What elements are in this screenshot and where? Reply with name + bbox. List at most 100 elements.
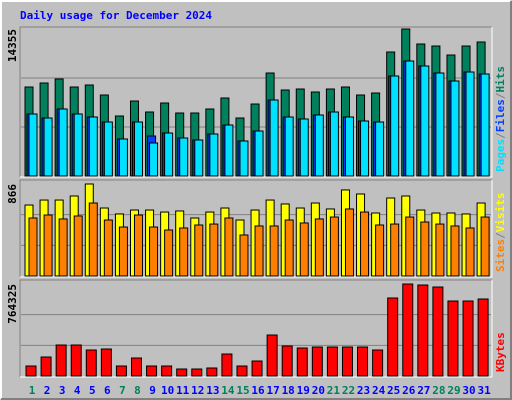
legend-entry: Hits [494, 66, 507, 93]
legend: Sites/Visits [494, 193, 507, 273]
bar [191, 368, 203, 377]
bar [435, 72, 445, 177]
bar [329, 216, 339, 277]
x-tick-label: 17 [266, 384, 279, 397]
legend-entry: Sites [494, 239, 507, 272]
bar [465, 227, 475, 277]
bar [88, 116, 98, 177]
x-tick-label: 29 [447, 384, 460, 397]
x-tick-label: 27 [417, 384, 430, 397]
bar [266, 334, 278, 377]
bar [40, 356, 52, 377]
bar [296, 347, 308, 377]
bar [239, 234, 249, 277]
bar [417, 284, 429, 377]
bar [465, 71, 475, 177]
bar [329, 111, 339, 177]
bar [299, 118, 309, 177]
x-tick-label: 28 [432, 384, 445, 397]
bar [314, 114, 324, 177]
bar [284, 219, 294, 277]
bar [341, 346, 353, 377]
x-tick-label: 30 [462, 384, 475, 397]
panel-edge-dark [19, 26, 492, 177]
x-tick-label: 19 [297, 384, 310, 397]
bar [194, 139, 204, 177]
bar [58, 218, 68, 277]
legend-entry: KBytes [494, 332, 507, 372]
bar [73, 113, 83, 177]
legend-entry: Pages [494, 139, 507, 172]
bar [480, 73, 490, 177]
bar [254, 225, 264, 277]
panel-edge-light [20, 27, 493, 178]
bar [405, 216, 415, 277]
bar [179, 227, 189, 277]
bar [251, 360, 263, 377]
x-tick-label: 3 [59, 384, 66, 397]
bar [281, 345, 293, 377]
bar [179, 137, 189, 177]
bar [236, 365, 248, 377]
x-tick-label: 12 [191, 384, 204, 397]
bar [224, 124, 234, 177]
bar [194, 224, 204, 277]
bar [100, 348, 112, 377]
bar [130, 357, 142, 377]
x-tick-label: 16 [251, 384, 265, 397]
bar [269, 99, 279, 177]
bar [360, 211, 370, 277]
bar [28, 217, 38, 277]
bar [115, 365, 127, 377]
bar [357, 346, 369, 377]
bar [149, 142, 159, 177]
bar [269, 225, 279, 277]
bar [435, 223, 445, 277]
x-tick-label: 11 [176, 384, 190, 397]
bar [118, 138, 128, 177]
x-tick-label: 9 [149, 384, 156, 397]
panel-edge-dark [19, 279, 492, 377]
bar [420, 221, 430, 277]
bar [70, 344, 82, 377]
bar [387, 297, 399, 377]
bar [28, 113, 38, 177]
bar [344, 116, 354, 177]
bar [344, 208, 354, 277]
legend-entry: Visits [494, 193, 507, 233]
bar [209, 133, 219, 177]
bar [375, 224, 385, 277]
bar [149, 226, 159, 277]
bar [88, 202, 98, 277]
bar [254, 130, 264, 177]
bar [206, 367, 218, 377]
bar [73, 215, 83, 277]
x-tick-label: 24 [372, 384, 386, 397]
x-tick-label: 14 [221, 384, 235, 397]
x-tick-label: 23 [357, 384, 370, 397]
legend-separator: / [494, 92, 507, 99]
x-tick-label: 2 [44, 384, 51, 397]
legend: KBytes [494, 332, 507, 372]
bar [477, 298, 489, 377]
bar [402, 283, 414, 377]
bar [55, 344, 67, 377]
x-tick-label: 26 [402, 384, 416, 397]
bar [314, 218, 324, 277]
x-tick-label: 31 [477, 384, 491, 397]
x-tick-label: 6 [104, 384, 111, 397]
y-tick-label: 764325 [6, 284, 19, 324]
x-tick-label: 21 [327, 384, 341, 397]
bar [224, 217, 234, 277]
bar [221, 353, 233, 377]
legend-separator: / [494, 132, 507, 139]
bar [239, 140, 249, 177]
bar [432, 286, 444, 377]
panel-edge-light [20, 180, 493, 278]
bar [209, 223, 219, 277]
bar [284, 116, 294, 177]
x-tick-label: 15 [236, 384, 249, 397]
x-tick-label: 13 [206, 384, 219, 397]
